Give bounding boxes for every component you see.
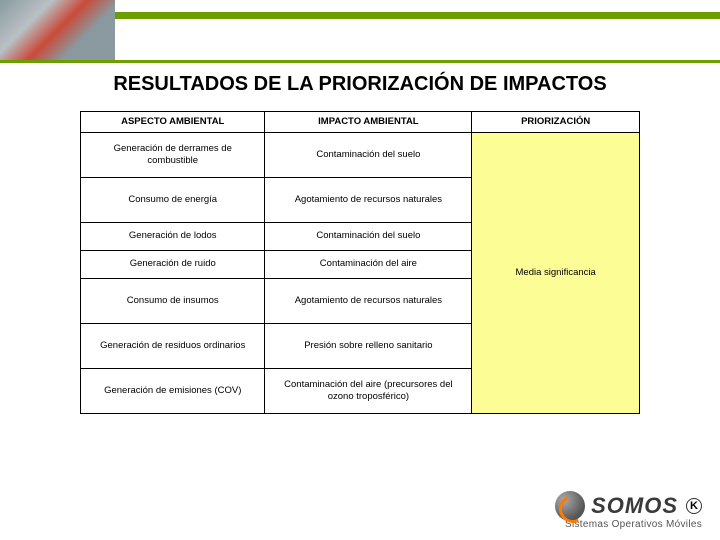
cell-impacto: Contaminación del aire [265,250,472,278]
logo-badge: K [686,498,702,514]
brand-logo: SOMOS K Sistemas Operativos Móviles [492,491,702,530]
col-aspecto: ASPECTO AMBIENTAL [81,112,265,133]
table-row: Generación de derrames de combustibleCon… [81,132,640,177]
col-priorizacion: PRIORIZACIÓN [472,112,640,133]
cell-impacto: Contaminación del aire (precursores del … [265,368,472,413]
logo-subtitle: Sistemas Operativos Móviles [492,519,702,530]
logo-text: SOMOS [591,493,678,519]
page-title: RESULTADOS DE LA PRIORIZACIÓN DE IMPACTO… [0,72,720,97]
cell-aspecto: Generación de residuos ordinarios [81,323,265,368]
header-photo [0,0,115,60]
header-area [0,0,720,38]
cell-aspecto: Generación de derrames de combustible [81,132,265,177]
cell-aspecto: Generación de emisiones (COV) [81,368,265,413]
logo-swoosh-icon [555,491,585,521]
stripe-bottom [0,60,720,63]
cell-aspecto: Consumo de insumos [81,278,265,323]
cell-priorizacion: Media significancia [472,132,640,413]
impact-table: ASPECTO AMBIENTAL IMPACTO AMBIENTAL PRIO… [80,111,640,414]
cell-aspecto: Generación de lodos [81,222,265,250]
stripe-top [115,12,720,19]
impact-table-wrap: ASPECTO AMBIENTAL IMPACTO AMBIENTAL PRIO… [80,111,640,414]
cell-aspecto: Generación de ruido [81,250,265,278]
cell-impacto: Contaminación del suelo [265,132,472,177]
cell-impacto: Contaminación del suelo [265,222,472,250]
cell-impacto: Agotamiento de recursos naturales [265,177,472,222]
cell-aspecto: Consumo de energía [81,177,265,222]
cell-impacto: Presión sobre relleno sanitario [265,323,472,368]
cell-impacto: Agotamiento de recursos naturales [265,278,472,323]
table-body: Generación de derrames de combustibleCon… [81,132,640,413]
col-impacto: IMPACTO AMBIENTAL [265,112,472,133]
table-header-row: ASPECTO AMBIENTAL IMPACTO AMBIENTAL PRIO… [81,112,640,133]
